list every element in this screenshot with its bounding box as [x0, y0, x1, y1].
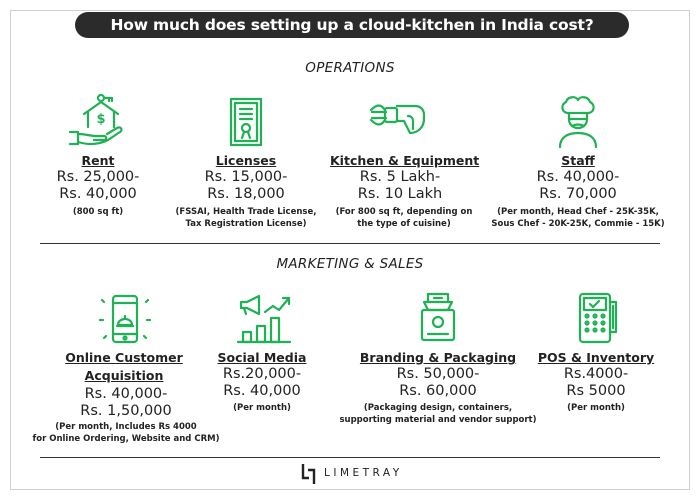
social-media-value-line1: Rs.20,000-: [222, 366, 302, 382]
staff-value-line1: Rs. 40,000-: [536, 169, 620, 185]
house-money-hand-icon: $: [68, 92, 128, 147]
certificate-icon: [216, 95, 276, 150]
section-heading-marketing: MARKETING & SALES: [276, 256, 424, 272]
rent-value-line1: Rs. 25,000-: [56, 169, 140, 185]
kitchen-equipment-label: Kitchen & Equipment: [330, 153, 480, 168]
licenses-label: Licenses: [215, 153, 277, 168]
page-title: How much does setting up a cloud-kitchen…: [75, 12, 629, 38]
online-acquisition-note-line2: for Online Ordering, Website and CRM): [32, 434, 220, 444]
mobile-food-icon: [96, 292, 156, 347]
online-acquisition-label-line2: Acquisition: [84, 368, 164, 383]
staff-value-line2: Rs. 70,000: [539, 186, 617, 202]
staff-note-line2: Sous Chef - 20K-25K, Commie - 15K): [491, 219, 665, 229]
online-acquisition-value-line1: Rs. 40,000-: [84, 386, 168, 402]
pos-inventory-value-line2: Rs 5000: [566, 383, 626, 399]
limetray-logo-text: LIMETRAY: [324, 467, 403, 479]
online-acquisition-label-line1: Online Customer: [65, 350, 183, 365]
branding-packaging-note-line2: supporting material and vendor support): [339, 415, 537, 425]
licenses-value-line2: Rs. 18,000: [207, 186, 285, 202]
kitchen-equipment-note-line1: (For 800 sq ft, depending on: [335, 207, 473, 217]
social-media-value-line2: Rs. 40,000: [223, 383, 301, 399]
kitchen-equipment-value-line1: Rs. 5 Lakh-: [359, 169, 441, 185]
branding-packaging-value-line1: Rs. 50,000-: [396, 366, 480, 382]
takeaway-bag-icon: [408, 290, 468, 345]
staff-label: Staff: [561, 153, 595, 168]
pos-terminal-icon: [568, 290, 628, 345]
rent-label: Rent: [81, 153, 115, 168]
licenses-note-line1: (FSSAI, Health Trade License,: [175, 207, 317, 217]
pos-inventory-note: (Per month): [567, 403, 625, 413]
section-divider-bottom: [40, 457, 660, 458]
branding-packaging-value-line2: Rs. 60,000: [399, 383, 477, 399]
branding-packaging-label: Branding & Packaging: [359, 350, 517, 365]
kitchen-equipment-note-line2: the type of cuisine): [357, 219, 451, 229]
online-acquisition-note-line1: (Per month, Includes Rs 4000: [55, 422, 197, 432]
pos-inventory-label: POS & Inventory: [537, 350, 655, 365]
social-media-label: Social Media: [217, 350, 307, 365]
rent-note: (800 sq ft): [72, 207, 124, 217]
hand-mixer-icon: [368, 98, 428, 153]
limetray-logo-icon: [300, 463, 318, 485]
branding-packaging-note-line1: (Packaging design, containers,: [363, 403, 513, 413]
licenses-note-line2: Tax Registration License): [185, 219, 307, 229]
pos-inventory-value-line1: Rs.4000-: [563, 366, 629, 382]
social-media-note: (Per month): [233, 403, 291, 413]
kitchen-equipment-value-line2: Rs. 10 Lakh: [357, 186, 443, 202]
chef-icon: [548, 95, 608, 150]
licenses-value-line1: Rs. 15,000-: [204, 169, 288, 185]
online-acquisition-value-line2: Rs. 1,50,000: [80, 403, 172, 419]
section-divider-top: [40, 243, 660, 244]
svg-text:$: $: [96, 112, 105, 127]
megaphone-growth-chart-icon: [235, 292, 295, 347]
staff-note-line1: (Per month, Head Chef - 25K-35K,: [497, 207, 659, 217]
infographic-frame: [10, 10, 690, 490]
section-heading-operations: OPERATIONS: [305, 60, 395, 76]
rent-value-line2: Rs. 40,000: [59, 186, 137, 202]
